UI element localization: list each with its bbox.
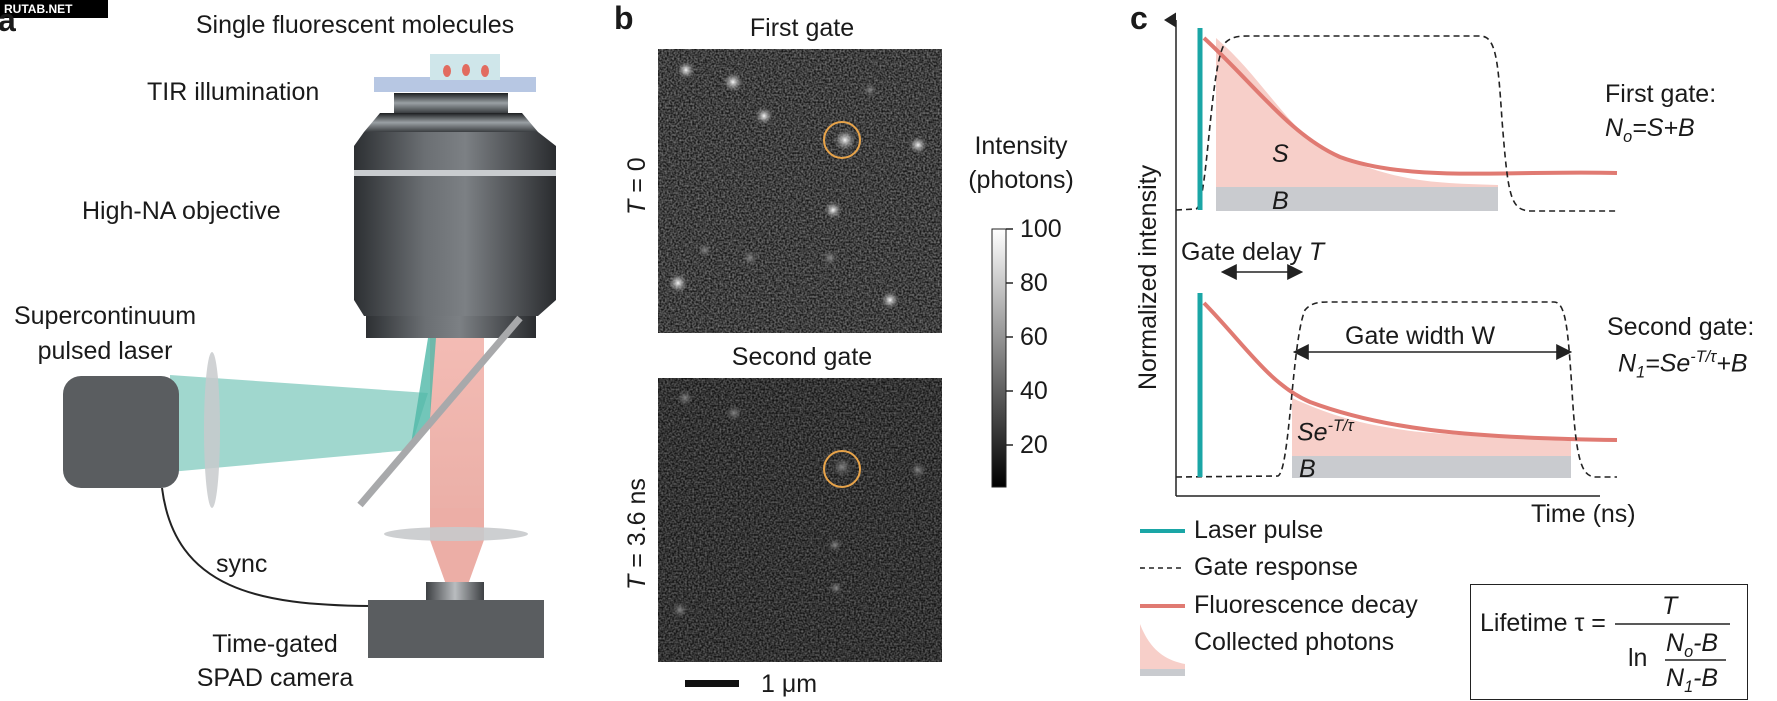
collected-photons-area [1292, 398, 1571, 456]
formula-lhs: Lifetime τ = [1480, 609, 1606, 637]
gate-response-curve [1175, 301, 1617, 478]
colorbar-tick: 60 [1020, 323, 1048, 351]
fluorescence-decay-curve [1202, 36, 1618, 176]
second-gate-title: Second gate: [1607, 313, 1755, 341]
lifetime-formula-box [1470, 584, 1748, 700]
objective [354, 93, 556, 338]
label-molecules: Single fluorescent molecules [195, 11, 515, 39]
x-axis-label: Time (ns) [1531, 500, 1636, 528]
label-tir: TIR illumination [147, 78, 320, 106]
second-gate-image [658, 378, 942, 662]
background-band [1216, 187, 1498, 211]
label-camera-2: SPAD camera [196, 664, 354, 692]
scale-bar [685, 680, 739, 687]
collected-photons-area [1216, 38, 1498, 190]
label-S: S [1272, 140, 1289, 168]
first-gate-title: First gate: [1605, 80, 1717, 108]
spad-camera [368, 600, 544, 658]
tube-lens [384, 527, 528, 541]
label-B-top: B [1272, 187, 1289, 215]
formula-inner-denominator: N1-B [1666, 664, 1719, 696]
colorbar-tick: 80 [1020, 269, 1048, 297]
excitation-beam [170, 375, 428, 472]
colorbar-tick: 20 [1020, 431, 1048, 459]
label-laser-1: Supercontinuum [13, 302, 197, 330]
molecule-dot [462, 64, 470, 76]
legend-photons-swatch [1140, 624, 1185, 670]
label-objective: High-NA objective [82, 197, 281, 225]
panel-label-b: b [614, 0, 634, 36]
molecule-dot [481, 65, 489, 77]
label-first-gate: First gate [749, 14, 855, 42]
gate-marker-circle [823, 450, 861, 488]
label-sync: sync [216, 550, 268, 578]
scale-bar-label: 1 μm [761, 670, 818, 698]
label-se: Se-T/τ [1297, 417, 1354, 447]
emission-focus [430, 540, 484, 590]
legend-laser-pulse: Laser pulse [1194, 516, 1324, 544]
laser-box [63, 376, 179, 488]
colorbar-title-2: (photons) [968, 166, 1074, 194]
first-gate-equation: No=S+B [1605, 114, 1695, 146]
colorbar [991, 228, 1007, 488]
legend-collected-photons: Collected photons [1194, 628, 1395, 656]
label-laser-2: pulsed laser [37, 337, 173, 365]
legend-gate-response: Gate response [1194, 553, 1358, 581]
formula-numerator: T [1662, 592, 1678, 620]
panel-label-a: a [0, 2, 16, 38]
second-gate-equation: N1=Se-T/τ+B [1618, 348, 1748, 382]
background-band [1292, 456, 1571, 478]
panel-label-c: c [1130, 0, 1148, 36]
fluorescence-decay-curve [1202, 301, 1618, 442]
gate-marker-circle [823, 121, 861, 159]
legend-fluorescence-decay: Fluorescence decay [1194, 591, 1418, 619]
colorbar-tick: 40 [1020, 377, 1048, 405]
label-camera-1: Time-gated [212, 630, 338, 658]
tir-slide [374, 77, 536, 92]
watermark: RUTAB.NET [0, 0, 108, 18]
y-axis-label: Normalized intensity [1134, 164, 1162, 390]
label-gate-delay: Gate delay T [1181, 238, 1325, 266]
label-B-bottom: B [1299, 455, 1316, 483]
label-second-gate: Second gate [731, 343, 873, 371]
sync-cable [161, 487, 371, 607]
molecule-dot [443, 65, 451, 77]
gate-response-curve [1175, 35, 1617, 212]
first-gate-image [658, 49, 942, 333]
camera-sensor [426, 582, 484, 600]
dichroic-mirror [357, 315, 523, 508]
colorbar-tick: 100 [1020, 215, 1062, 243]
formula-ln: ln [1628, 644, 1648, 672]
laser-lens [204, 352, 220, 508]
colorbar-title-1: Intensity [974, 132, 1068, 160]
label-gate-width: Gate width W [1345, 322, 1496, 350]
formula-inner-numerator: No-B [1666, 629, 1719, 661]
